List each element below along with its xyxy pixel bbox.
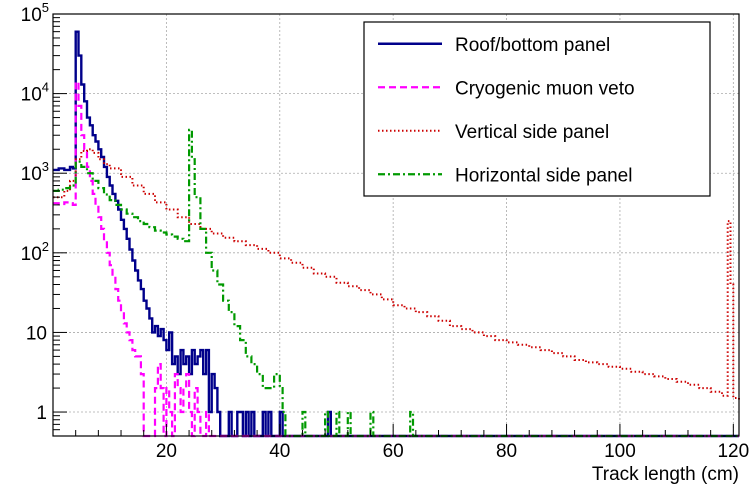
y-tick-label: 104 <box>21 80 49 106</box>
y-tick-label: 1 <box>36 403 47 424</box>
x-tick-label: 80 <box>496 441 517 462</box>
legend-box <box>363 21 711 197</box>
ticks <box>53 13 734 437</box>
legend: Roof/bottom panel Cryogenic muon veto Vert… <box>363 21 711 197</box>
y-tick-label: 105 <box>21 0 49 26</box>
tick-labels: 20 40 60 80 100 120 1 10 102 103 104 105 <box>21 0 750 462</box>
x-tick-label: 60 <box>383 441 404 462</box>
series-line-4 <box>53 128 739 438</box>
series-line-2 <box>53 80 739 438</box>
legend-label: Vertical side panel <box>455 122 609 143</box>
y-tick-label: 10 <box>26 323 47 344</box>
legend-label: Cryogenic muon veto <box>455 78 635 99</box>
x-tick-label: 120 <box>717 441 749 462</box>
y-tick-label: 103 <box>21 159 49 185</box>
x-axis-title: Track length (cm) <box>592 464 739 485</box>
x-tick-label: 20 <box>156 441 177 462</box>
legend-label: Horizontal side panel <box>455 165 632 186</box>
x-tick-label: 40 <box>269 441 290 462</box>
x-tick-label: 100 <box>604 441 636 462</box>
y-tick-label: 102 <box>21 239 49 265</box>
plot-frame <box>52 13 740 437</box>
legend-label: Roof/bottom panel <box>455 35 610 56</box>
